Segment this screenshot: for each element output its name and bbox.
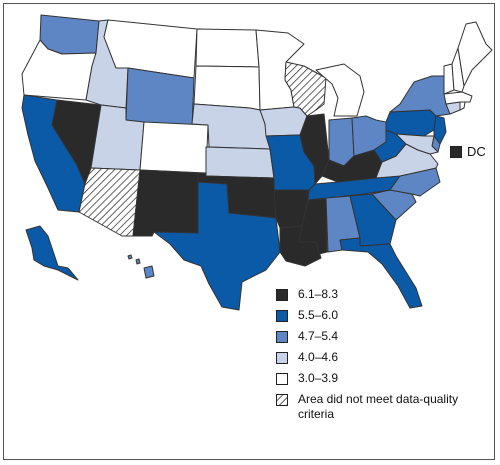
state-wyoming bbox=[125, 67, 195, 129]
legend-swatch bbox=[276, 331, 288, 343]
state-south-dakota bbox=[193, 65, 261, 111]
legend-item: 6.1–8.3 bbox=[276, 286, 476, 307]
dc-swatch bbox=[450, 146, 462, 158]
legend-label-no-data: Area did not meet data-quality criteria bbox=[298, 392, 459, 421]
state-rhode-island bbox=[459, 101, 466, 111]
legend-swatch bbox=[276, 310, 288, 322]
legend-item: 4.0–4.6 bbox=[276, 349, 476, 370]
legend-item-no-data: Area did not meet data-quality criteria bbox=[276, 391, 476, 431]
state-hawaii-island-3 bbox=[127, 254, 133, 260]
legend-label: 6.1–8.3 bbox=[298, 287, 339, 301]
state-new-hampshire bbox=[451, 47, 465, 93]
legend-swatch bbox=[276, 289, 288, 301]
legend-swatch bbox=[276, 352, 288, 364]
state-hawaii-island-2 bbox=[135, 258, 141, 265]
legend-label: 4.0–4.6 bbox=[298, 350, 339, 364]
legend-label: 3.0–3.9 bbox=[298, 371, 339, 385]
state-massachusetts bbox=[443, 91, 473, 105]
legend: 6.1–8.3 5.5–6.0 4.7–5.4 4.0–4.6 3.0–3.9 … bbox=[276, 286, 476, 431]
state-michigan bbox=[315, 63, 365, 117]
state-alaska bbox=[25, 225, 79, 281]
state-maine bbox=[457, 21, 493, 87]
state-florida bbox=[339, 237, 423, 309]
legend-item: 5.5–6.0 bbox=[276, 307, 476, 328]
state-hawaii bbox=[143, 265, 155, 279]
state-maryland bbox=[395, 133, 439, 155]
state-colorado bbox=[139, 121, 209, 174]
legend-label: 4.7–5.4 bbox=[298, 329, 339, 343]
state-new-york bbox=[389, 75, 451, 117]
state-texas bbox=[153, 181, 281, 311]
legend-item: 3.0–3.9 bbox=[276, 370, 476, 391]
dc-label: DC bbox=[467, 144, 486, 159]
state-washington bbox=[39, 14, 100, 55]
state-kansas bbox=[205, 146, 275, 179]
state-arizona bbox=[78, 167, 141, 237]
legend-hatch-swatch bbox=[276, 394, 288, 406]
state-indiana bbox=[328, 117, 355, 167]
state-new-mexico bbox=[132, 169, 201, 237]
state-iowa bbox=[259, 106, 308, 137]
legend-label: 5.5–6.0 bbox=[298, 308, 339, 322]
map-frame: DC 6.1–8.3 5.5–6.0 4.7–5.4 4.0–4.6 3.0–3… bbox=[3, 3, 495, 460]
us-choropleth-map bbox=[21, 14, 493, 311]
state-north-carolina bbox=[363, 167, 441, 197]
legend-swatch bbox=[276, 373, 288, 385]
state-pennsylvania bbox=[385, 109, 437, 137]
state-north-dakota bbox=[195, 28, 260, 68]
legend-item: 4.7–5.4 bbox=[276, 328, 476, 349]
